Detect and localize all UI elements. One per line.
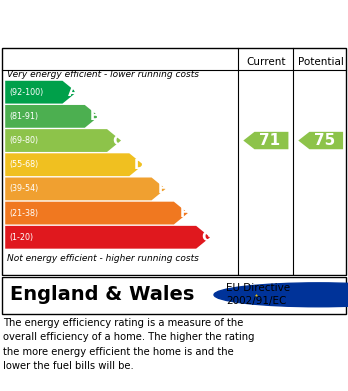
Text: (39-54): (39-54) [9,185,39,194]
Text: (21-38): (21-38) [9,208,39,217]
Text: Not energy efficient - higher running costs: Not energy efficient - higher running co… [7,253,199,262]
Polygon shape [243,132,288,149]
Text: (92-100): (92-100) [9,88,44,97]
Text: 75: 75 [314,133,335,148]
Circle shape [214,283,348,307]
Polygon shape [5,129,121,152]
Text: E: E [157,182,167,196]
Text: Potential: Potential [298,57,343,67]
Text: Current: Current [246,57,286,67]
Text: A: A [68,85,78,99]
Polygon shape [5,226,210,249]
Text: (1-20): (1-20) [9,233,33,242]
Text: EU Directive
2002/91/EC: EU Directive 2002/91/EC [226,283,290,307]
Text: G: G [201,230,212,244]
Text: F: F [180,206,189,220]
Polygon shape [298,132,343,149]
Text: C: C [112,134,122,147]
Text: The energy efficiency rating is a measure of the
overall efficiency of a home. T: The energy efficiency rating is a measur… [3,318,255,371]
Text: D: D [134,158,145,172]
Text: 71: 71 [259,133,280,148]
Text: (69-80): (69-80) [9,136,39,145]
Text: Very energy efficient - lower running costs: Very energy efficient - lower running co… [7,70,199,79]
Text: (55-68): (55-68) [9,160,39,169]
Text: (81-91): (81-91) [9,112,39,121]
Polygon shape [5,153,143,176]
Polygon shape [5,202,188,224]
Text: Energy Efficiency Rating: Energy Efficiency Rating [10,14,259,32]
Text: B: B [90,109,101,123]
Polygon shape [5,81,77,104]
Text: England & Wales: England & Wales [10,285,195,304]
Polygon shape [5,178,166,200]
Polygon shape [5,105,99,128]
